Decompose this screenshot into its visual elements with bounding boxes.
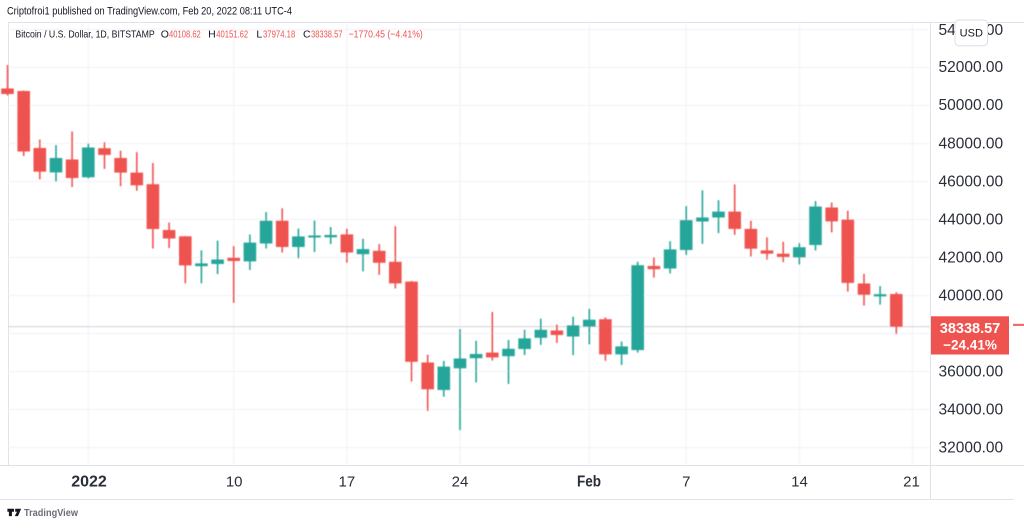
svg-text:10: 10 — [226, 474, 243, 491]
svg-text:34000.00: 34000.00 — [939, 401, 1004, 418]
svg-text:36000.00: 36000.00 — [939, 363, 1004, 380]
svg-text:44000.00: 44000.00 — [939, 211, 1004, 228]
svg-text:−24.41%: −24.41% — [943, 337, 997, 352]
svg-text:14: 14 — [791, 474, 808, 491]
svg-text:USD: USD — [960, 28, 983, 40]
svg-text:42000.00: 42000.00 — [939, 249, 1004, 266]
svg-text:37974.18: 37974.18 — [263, 28, 295, 40]
svg-text:50000.00: 50000.00 — [939, 97, 1004, 114]
svg-text:C: C — [303, 28, 311, 40]
svg-text:38338.57: 38338.57 — [311, 28, 343, 40]
svg-text:Feb: Feb — [577, 474, 601, 491]
svg-text:46000.00: 46000.00 — [939, 173, 1004, 190]
svg-text:Criptofroi1 published on Tradi: Criptofroi1 published on TradingView.com… — [7, 5, 292, 17]
svg-text:17: 17 — [339, 474, 356, 491]
svg-text:2022: 2022 — [71, 474, 107, 491]
svg-text:TradingView: TradingView — [24, 507, 79, 519]
svg-text:32000.00: 32000.00 — [939, 439, 1004, 456]
svg-text:O: O — [161, 28, 169, 40]
svg-text:H: H — [208, 28, 216, 40]
svg-text:21: 21 — [903, 474, 920, 491]
svg-text:52000.00: 52000.00 — [939, 59, 1004, 76]
svg-text:7: 7 — [682, 474, 690, 491]
svg-text:48000.00: 48000.00 — [939, 135, 1004, 152]
svg-text:24: 24 — [452, 474, 469, 491]
svg-text:40000.00: 40000.00 — [939, 287, 1004, 304]
svg-text:40151.62: 40151.62 — [216, 28, 248, 40]
svg-text:40108.62: 40108.62 — [169, 28, 201, 40]
svg-text:L: L — [256, 28, 262, 40]
svg-text:Bitcoin / U.S. Dollar, 1D, BIT: Bitcoin / U.S. Dollar, 1D, BITSTAMP — [15, 28, 154, 40]
svg-text:−1770.45 (−4.41%): −1770.45 (−4.41%) — [349, 28, 423, 40]
svg-text:38338.57: 38338.57 — [940, 321, 1000, 337]
